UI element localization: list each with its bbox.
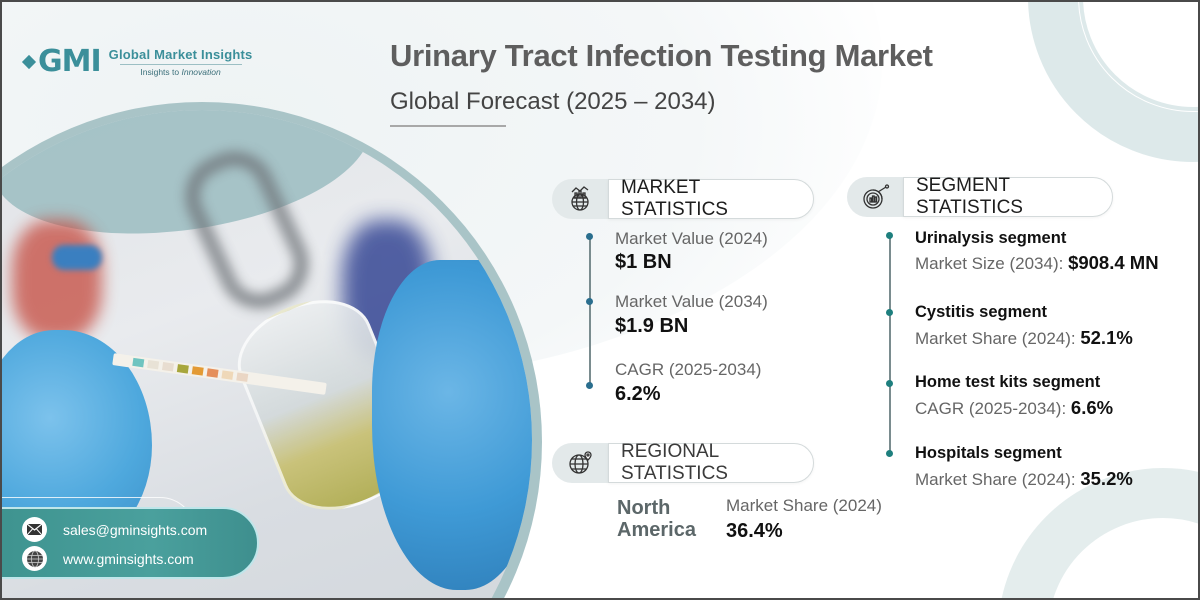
cagr-label: CAGR (2025-2034)	[615, 360, 762, 379]
region-share-label: Market Share (2024)	[726, 496, 882, 515]
segment-name-cystitis: Cystitis segment	[915, 303, 1048, 321]
timeline-dot	[586, 298, 593, 305]
regional-statistics-header: REGIONAL STATISTICS	[552, 441, 814, 484]
timeline-dot	[886, 232, 893, 239]
timeline-dot	[886, 450, 893, 457]
timeline-dot	[586, 233, 593, 240]
globe-chart-icon	[552, 179, 608, 219]
gloved-hand-right	[372, 260, 532, 590]
envelope-icon	[22, 517, 47, 542]
segment-name-urinalysis: Urinalysis segment	[915, 229, 1067, 247]
market-value-2024: $1 BN	[615, 251, 672, 273]
page-subtitle: Global Forecast (2025 – 2034)	[390, 88, 716, 115]
gmi-logo: GMI Global Market Insights Insights to I…	[21, 44, 253, 79]
globe-pin-icon	[552, 443, 608, 483]
segment-metric-cystitis: Market Share (2024): 52.1%	[915, 327, 1133, 348]
regional-statistics-title: REGIONAL STATISTICS	[608, 441, 814, 484]
contact-website[interactable]: www.gminsights.com	[22, 546, 194, 571]
pie-chart-target-icon	[847, 177, 903, 217]
timeline-dot	[886, 380, 893, 387]
segment-metric-urinalysis: Market Size (2034): $908.4 MN	[915, 252, 1159, 273]
market-value-2034: $1.9 BN	[615, 315, 689, 337]
segment-name-hospitals: Hospitals segment	[915, 444, 1062, 462]
email-link[interactable]: sales@gminsights.com	[63, 521, 208, 538]
cagr-value: 6.2%	[615, 383, 661, 405]
title-divider	[390, 125, 506, 127]
website-link[interactable]: www.gminsights.com	[63, 550, 194, 567]
market-timeline-line	[589, 237, 591, 387]
segment-statistics-title: SEGMENT STATISTICS	[903, 175, 1113, 218]
market-statistics-header: MARKET STATISTICS	[552, 177, 814, 220]
region-name: North America	[617, 497, 696, 541]
timeline-dot	[586, 382, 593, 389]
brand-name: Global Market Insights	[108, 46, 253, 62]
market-value-2034-label: Market Value (2034)	[615, 292, 768, 311]
region-share-value: 36.4%	[726, 520, 783, 542]
segment-metric-home-test-kits: CAGR (2025-2034): 6.6%	[915, 397, 1114, 418]
market-statistics-title: MARKET STATISTICS	[608, 177, 814, 220]
segment-statistics-header: SEGMENT STATISTICS	[847, 175, 1113, 218]
market-value-2024-label: Market Value (2024)	[615, 229, 768, 248]
segment-timeline-line	[889, 236, 891, 455]
contact-email[interactable]: sales@gminsights.com	[22, 517, 207, 542]
contact-panel: sales@gminsights.com www.gminsights.com	[2, 507, 259, 579]
timeline-dot	[886, 309, 893, 316]
segment-name-home-test-kits: Home test kits segment	[915, 373, 1101, 391]
brand-tagline: Insights to Innovation	[140, 66, 221, 77]
globe-icon	[22, 546, 47, 571]
diamond-icon	[21, 54, 37, 69]
logo-mark: GMI	[21, 44, 102, 79]
segment-metric-hospitals: Market Share (2024): 35.2%	[915, 468, 1133, 489]
page-title: Urinary Tract Infection Testing Market	[390, 38, 933, 73]
